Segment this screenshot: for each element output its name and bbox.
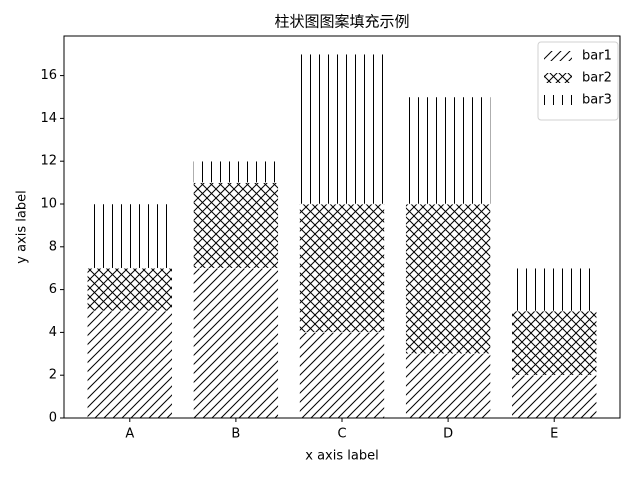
legend-label: bar1 — [582, 49, 612, 64]
bar-segment — [299, 332, 385, 419]
y-tick-label: 14 — [40, 111, 57, 126]
x-axis-label: x axis label — [305, 449, 378, 464]
bar-segment — [87, 310, 173, 419]
bar-segment — [87, 203, 173, 269]
y-axis-label: y axis label — [15, 190, 30, 263]
bar-segment — [405, 353, 491, 419]
bar-segment — [405, 203, 491, 355]
x-tick-label: C — [337, 427, 346, 442]
y-tick-label: 12 — [40, 154, 57, 169]
legend-swatch — [544, 51, 572, 61]
legend-swatch — [544, 73, 572, 83]
bar-segment — [405, 96, 491, 205]
x-tick-label: E — [550, 427, 558, 442]
x-tick-label: D — [443, 427, 453, 442]
y-tick-label: 6 — [49, 282, 57, 297]
y-tick-label: 16 — [40, 68, 57, 83]
bar-segment — [299, 203, 385, 333]
bar-segment — [193, 267, 279, 419]
bar-segment — [193, 182, 279, 269]
bar-segment — [299, 53, 385, 205]
y-tick-label: 8 — [49, 239, 57, 254]
bar-segment — [511, 310, 597, 376]
y-tick-label: 4 — [49, 325, 57, 340]
legend-label: bar2 — [582, 71, 612, 86]
bar-segment — [193, 160, 279, 183]
x-tick-label: A — [125, 427, 134, 442]
bar-segment — [87, 267, 173, 312]
chart-title: 柱状图图案填充示例 — [274, 13, 409, 31]
bar-segment — [511, 374, 597, 419]
y-tick-label: 0 — [49, 411, 57, 426]
legend-label: bar3 — [582, 93, 612, 108]
bar-segment — [511, 267, 597, 312]
legend-swatch — [544, 95, 572, 105]
y-tick-label: 10 — [40, 196, 57, 211]
x-tick-label: B — [231, 427, 240, 442]
y-tick-label: 2 — [49, 368, 57, 383]
